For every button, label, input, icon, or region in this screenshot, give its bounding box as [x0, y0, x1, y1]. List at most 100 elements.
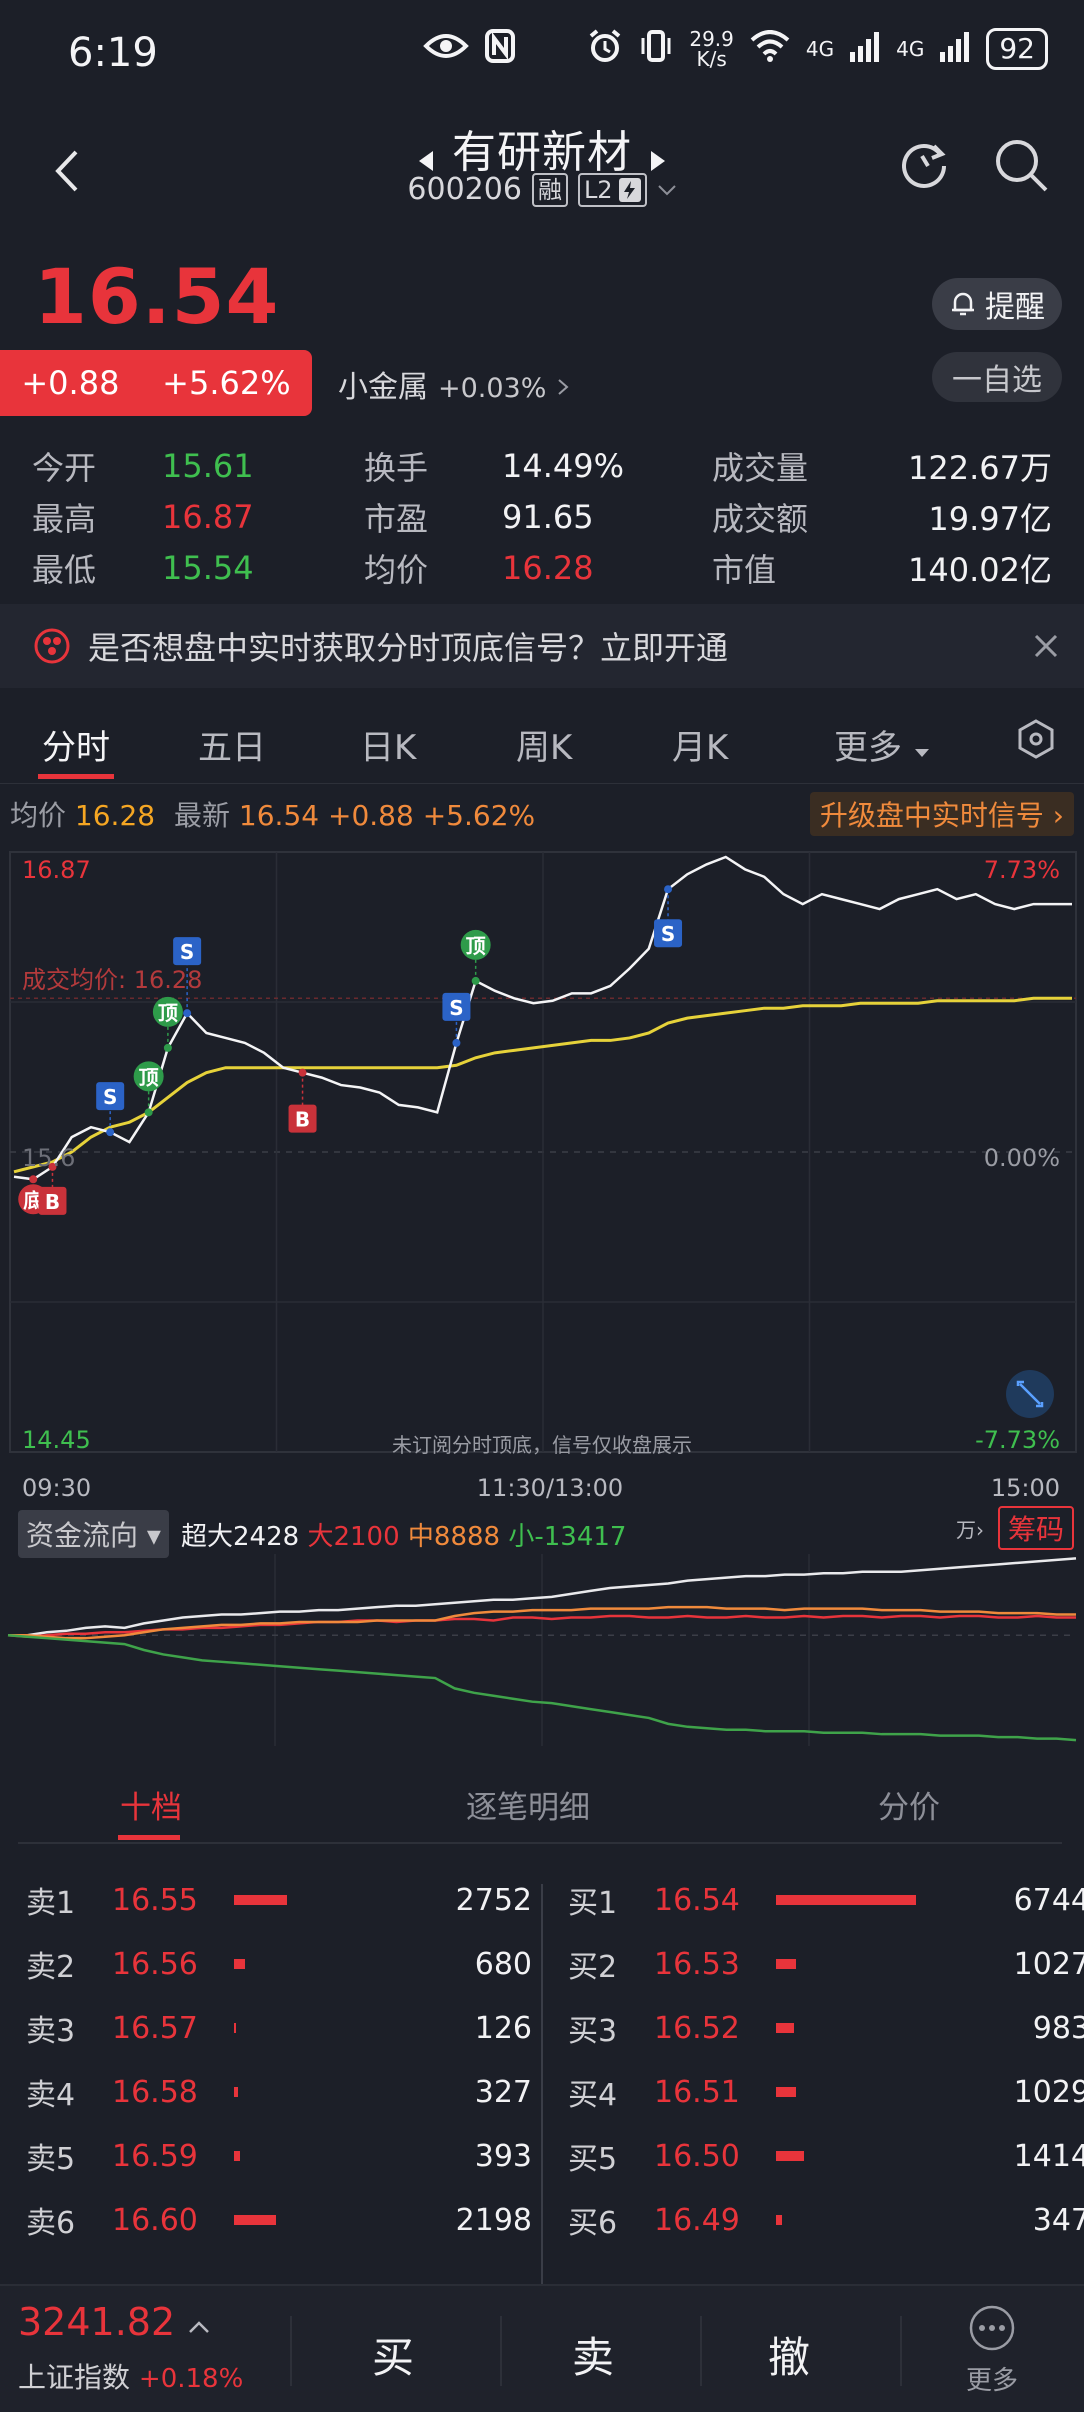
cancel-order-button[interactable]: 撤: [768, 2333, 811, 2382]
sell-level-row[interactable]: 卖1 16.55 2752: [18, 1870, 538, 1930]
close-icon[interactable]: [1032, 632, 1060, 660]
bell-icon: [952, 292, 974, 316]
level-volume: 6744: [1013, 1882, 1084, 1918]
chevron-down-icon[interactable]: [657, 183, 677, 197]
next-stock-button[interactable]: [649, 149, 667, 177]
order-book-divider: [541, 1884, 543, 2284]
buy-level-row[interactable]: 买5 16.50 1414: [560, 2126, 1084, 2186]
tab-price-distribution[interactable]: 分价: [878, 1790, 940, 1826]
sell-level-row[interactable]: 卖3 16.57 126: [18, 1998, 538, 2058]
signal-buy[interactable]: B: [288, 1068, 317, 1133]
stat-label: 市值: [712, 550, 777, 589]
net-speed-unit: K/s: [696, 47, 727, 71]
signal-label: S: [180, 940, 194, 964]
signal-label: B: [295, 1108, 310, 1132]
net-speed-value: 29.9: [689, 27, 734, 51]
more-button[interactable]: 更多: [960, 2304, 1024, 2397]
signal-note: 未订阅分时顶底，信号仅收盘展示: [392, 1433, 692, 1457]
caret-right-icon: [651, 150, 666, 171]
level-label: 买6: [568, 2206, 618, 2241]
buy-level-row[interactable]: 买1 16.54 6744: [560, 1870, 1084, 1930]
alarm-icon: [587, 28, 623, 70]
sell-level-row[interactable]: 卖2 16.56 680: [18, 1934, 538, 1994]
level-volume-bar: [776, 2215, 782, 2225]
signal-label: 顶: [139, 1065, 159, 1089]
signal-top[interactable]: 顶: [133, 1061, 164, 1117]
active-tab-indicator: [38, 774, 114, 779]
stat-label: 换手: [364, 448, 429, 487]
chart-info-line: 均价 16.28 最新 16.54 +0.88 +5.62%: [10, 794, 1080, 834]
mid-value: 8888: [433, 1521, 501, 1552]
separator: [700, 2316, 702, 2386]
y-mid-label: 15.6: [22, 1144, 75, 1172]
stat-value: 19.97亿: [928, 499, 1052, 538]
unit-toggle[interactable]: 万›: [956, 1518, 984, 1542]
level-price: 16.53: [654, 1946, 740, 1982]
sector-link[interactable]: 小金属 +0.03%: [338, 362, 570, 406]
tab-month-k[interactable]: 月K: [672, 728, 729, 768]
level-label: 卖6: [26, 2206, 76, 2241]
nfc-icon: [485, 29, 516, 69]
watchlist-button[interactable]: 一自选: [932, 352, 1062, 402]
search-icon: [996, 140, 1048, 192]
tab-intraday[interactable]: 分时: [42, 728, 110, 768]
x-label-noon: 11:30/13:00: [477, 1474, 623, 1500]
big-value: 2100: [333, 1521, 400, 1552]
sell-level-row[interactable]: 卖5 16.59 393: [18, 2126, 538, 2186]
signal-sell[interactable]: S: [173, 937, 202, 1018]
sell-level-row[interactable]: 卖6 16.60 2198: [18, 2190, 538, 2250]
signal-banner[interactable]: 是否想盘中实时获取分时顶底信号？立即开通: [0, 604, 1084, 688]
level-volume: 347: [1032, 2202, 1084, 2238]
tab-more[interactable]: 更多: [834, 720, 931, 769]
chips-button[interactable]: 筹码: [997, 1506, 1074, 1550]
x-label-open: 09:30: [22, 1474, 91, 1500]
tab-day-k[interactable]: 日K: [360, 728, 417, 768]
avg-label: 均价: [10, 799, 67, 832]
level-label: 买1: [568, 1886, 618, 1921]
buy-level-row[interactable]: 买3 16.52 983: [560, 1998, 1084, 2058]
money-flow-dropdown[interactable]: 资金流向 ▾: [18, 1510, 169, 1558]
expand-icon: [1016, 1380, 1044, 1408]
index-name: 上证指数: [18, 2361, 131, 2394]
tab-week-k[interactable]: 周K: [516, 728, 573, 768]
remind-button[interactable]: 提醒: [932, 278, 1062, 330]
stat-label: 今开: [32, 448, 97, 487]
tab-five-day[interactable]: 五日: [198, 728, 266, 768]
signal-sell[interactable]: S: [96, 1082, 125, 1137]
level-volume-bar: [234, 1895, 288, 1905]
chart-settings-button[interactable]: [1016, 718, 1056, 769]
prev-stock-button[interactable]: [417, 149, 435, 177]
sell-level-row[interactable]: 卖4 16.58 327: [18, 2062, 538, 2122]
money-flow-chart: [7, 1554, 1077, 1746]
signal-sell[interactable]: S: [442, 992, 471, 1047]
signal-buy[interactable]: B: [38, 1162, 67, 1215]
buy-button[interactable]: 买: [372, 2333, 415, 2382]
super-value: 2428: [233, 1521, 300, 1552]
sell-button[interactable]: 卖: [572, 2333, 615, 2382]
buy-level-row[interactable]: 买6 16.49 347: [560, 2190, 1084, 2250]
index-ticker[interactable]: 3241.82 上证指数 +0.18%: [0, 2286, 290, 2412]
level-volume-bar: [234, 2087, 239, 2097]
refresh-button[interactable]: [896, 136, 952, 196]
fullscreen-button[interactable]: [1006, 1370, 1054, 1418]
big-label: 大: [307, 1521, 334, 1552]
stat-label: 市盈: [364, 499, 429, 538]
upgrade-signal-button[interactable]: 升级盘中实时信号 ›: [809, 792, 1074, 836]
chevron-right-icon: [558, 379, 569, 395]
signal-top[interactable]: 顶: [460, 929, 491, 985]
back-button[interactable]: [48, 146, 88, 196]
search-button[interactable]: [992, 136, 1050, 198]
signal-top[interactable]: 顶: [152, 996, 183, 1052]
level2-label: L2: [583, 175, 613, 204]
level2-tag[interactable]: L2: [577, 172, 647, 207]
signal-sell[interactable]: S: [654, 885, 683, 948]
buy-level-row[interactable]: 买2 16.53 1027: [560, 1934, 1084, 1994]
small-value: -13417: [534, 1521, 627, 1552]
tab-ten-levels[interactable]: 十档: [120, 1790, 182, 1826]
level-price: 16.59: [112, 2138, 198, 2174]
level-volume: 983: [1032, 2010, 1084, 2046]
tab-tick-detail[interactable]: 逐笔明细: [466, 1790, 590, 1826]
buy-level-row[interactable]: 买4 16.51 1029: [560, 2062, 1084, 2122]
